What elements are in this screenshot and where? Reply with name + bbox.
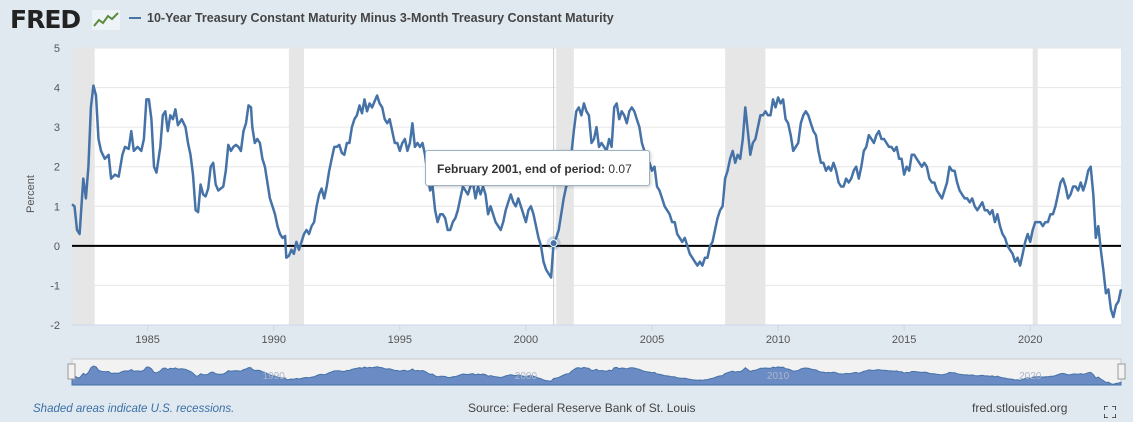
x-tick-label: 2015 bbox=[892, 334, 916, 346]
chart-legend: 10-Year Treasury Constant Maturity Minus… bbox=[129, 11, 614, 25]
y-axis-label: Percent bbox=[25, 175, 37, 213]
y-tick-label: 4 bbox=[54, 83, 60, 95]
recession-band bbox=[1032, 48, 1038, 325]
navigator-tick-label: 2000 bbox=[515, 371, 538, 382]
y-tick-label: -2 bbox=[50, 320, 60, 332]
recession-band bbox=[725, 48, 766, 325]
y-tick-label: 3 bbox=[54, 122, 60, 134]
y-tick-label: 5 bbox=[54, 43, 60, 55]
recession-band bbox=[288, 48, 304, 325]
navigator-handle-left[interactable] bbox=[67, 363, 76, 380]
fred-logo[interactable]: FRED bbox=[10, 5, 81, 34]
y-tick-label: 0 bbox=[54, 241, 60, 253]
x-tick-label: 2010 bbox=[766, 334, 790, 346]
x-tick-label: 1985 bbox=[135, 334, 159, 346]
logo-graph-icon bbox=[92, 10, 120, 30]
source-note: Source: Federal Reserve Bank of St. Loui… bbox=[468, 401, 696, 415]
logo-text: FRED bbox=[10, 5, 81, 34]
tooltip: February 2001, end of period: 0.07 bbox=[425, 150, 650, 186]
recession-note: Shaded areas indicate U.S. recessions. bbox=[33, 403, 235, 415]
navigator-series bbox=[71, 365, 1122, 386]
navigator-tick-label: 2020 bbox=[1019, 371, 1042, 382]
x-tick-label: 1990 bbox=[261, 334, 285, 346]
series-line bbox=[71, 84, 1123, 319]
tooltip-value: 0.07 bbox=[608, 162, 632, 176]
site-link[interactable]: fred.stlouisfed.org bbox=[972, 401, 1068, 415]
fullscreen-icon[interactable] bbox=[1104, 406, 1116, 418]
navigator-tick-label: 2010 bbox=[767, 371, 790, 382]
y-tick-label: -1 bbox=[50, 280, 60, 292]
navigator-tick-label: 1990 bbox=[263, 371, 286, 382]
navigator-handle-right[interactable] bbox=[1117, 363, 1126, 380]
y-tick-label: 1 bbox=[54, 201, 60, 213]
plot-area bbox=[72, 48, 1121, 325]
series-title[interactable]: 10-Year Treasury Constant Maturity Minus… bbox=[147, 11, 614, 25]
x-tick-label: 1995 bbox=[388, 334, 412, 346]
x-tick-label: 2005 bbox=[640, 334, 664, 346]
x-tick-label: 2020 bbox=[1018, 334, 1042, 346]
highlight-point bbox=[549, 239, 558, 248]
tooltip-label: February 2001, end of period: bbox=[437, 162, 606, 176]
line-chart[interactable]: 5 4 3 2 1 0 -1 -2 1985 1990 1995 2000 2005 2010 2015 20… bbox=[0, 0, 1133, 400]
y-tick-label: 2 bbox=[54, 162, 60, 174]
x-tick-label: 2000 bbox=[514, 334, 538, 346]
legend-line-swatch bbox=[129, 17, 141, 19]
